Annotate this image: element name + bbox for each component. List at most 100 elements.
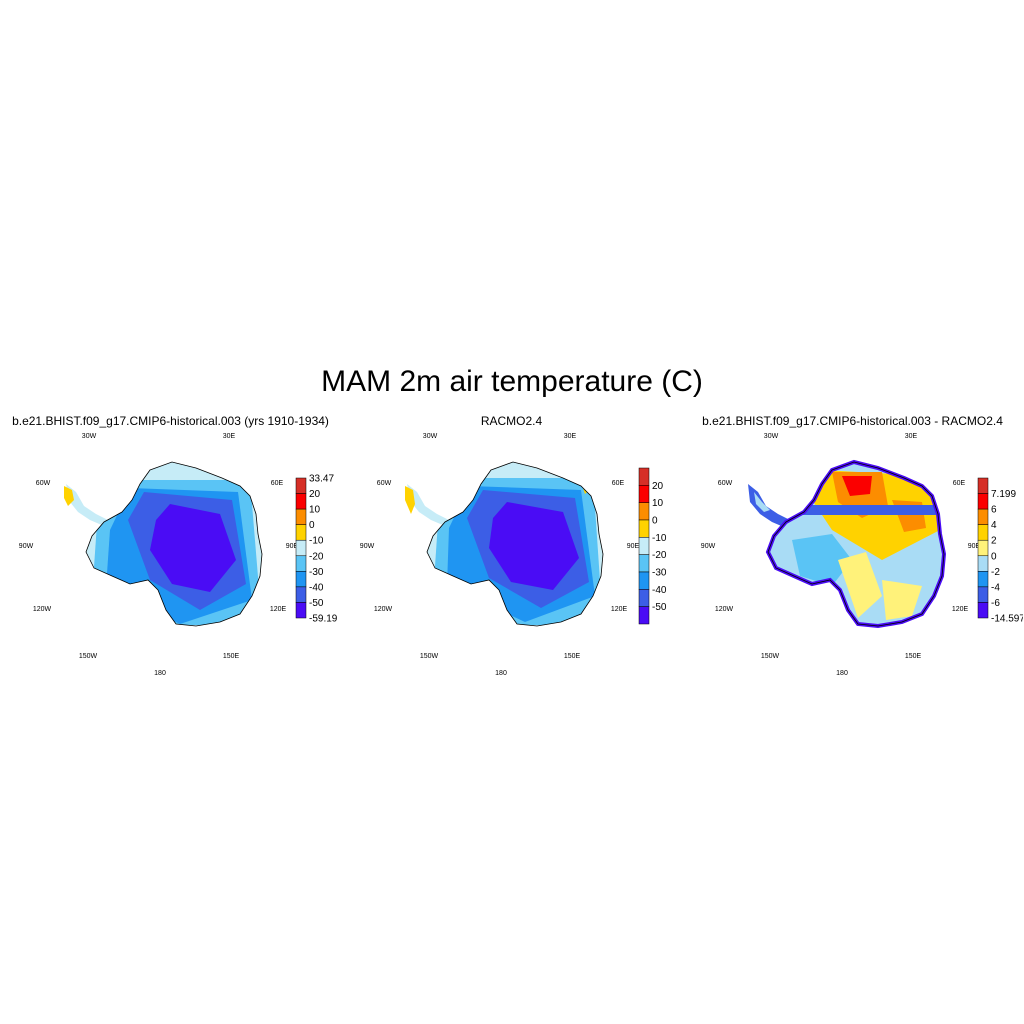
- colorbar-label: 7.199: [991, 489, 1016, 500]
- colorbar-swatch: [295, 602, 307, 619]
- antarctica-map: 30W 30E 60W 60E 90W 90E 120W 120E 150W 1…: [360, 433, 667, 677]
- lon-label: 120W: [715, 606, 734, 613]
- longitude-labels: 30W 30E 60W 60E 90W 90E 120W 120E 150W 1…: [360, 433, 640, 677]
- colorbar-label: -14.597: [991, 614, 1023, 625]
- coastline: [426, 461, 604, 627]
- lon-label: 180: [154, 670, 166, 677]
- antarctica-map: 30W 30E 60W 60E 90W 90E 120W 120E 150W 1…: [701, 433, 1023, 677]
- colorbar-swatch: [295, 586, 307, 603]
- colorbar-swatch: [977, 524, 989, 541]
- lon-label: 120E: [270, 606, 287, 613]
- colorbar: 7.199 6 4 2 0 -2 -4 -6 -14.597: [977, 477, 1023, 625]
- colorbar-swatch: [295, 539, 307, 557]
- lon-label: 120E: [611, 606, 628, 613]
- colorbar-label: 20: [309, 489, 321, 500]
- colorbar-swatch: [638, 502, 650, 521]
- difference-field: [768, 462, 944, 626]
- lon-label: 120E: [952, 606, 969, 613]
- colorbar-swatch: [638, 606, 650, 625]
- colorbar-label: 33.47: [309, 474, 334, 485]
- lon-label: 60W: [36, 480, 51, 487]
- lon-label: 150W: [761, 653, 780, 660]
- lon-label: 30E: [564, 433, 577, 440]
- colorbar-swatch: [295, 555, 307, 572]
- temperature-field: [86, 462, 262, 626]
- lon-label: 60W: [377, 480, 392, 487]
- colorbar-swatch: [638, 589, 650, 607]
- lon-label: 90W: [701, 543, 716, 550]
- colorbar-swatch: [977, 586, 989, 603]
- lon-label: 90E: [627, 543, 640, 550]
- colorbar-label: 0: [991, 551, 997, 562]
- colorbar-label: -4: [991, 582, 1000, 593]
- colorbar-swatch: [295, 508, 307, 525]
- colorbar-swatch: [295, 571, 307, 588]
- lon-label: 150E: [905, 653, 922, 660]
- colorbar-label: -6: [991, 598, 1000, 609]
- colorbar-label: -10: [652, 533, 667, 544]
- colorbar-swatch: [638, 537, 650, 555]
- colorbar-label: -50: [652, 602, 667, 613]
- panel-title: RACMO2.4: [480, 414, 543, 428]
- colorbar-label: 4: [991, 520, 997, 531]
- colorbar-swatch: [977, 493, 989, 510]
- figure-title: MAM 2m air temperature (C): [321, 365, 703, 398]
- lon-label: 30W: [764, 433, 779, 440]
- lon-label: 30W: [82, 433, 97, 440]
- colorbar-label: -20: [652, 550, 667, 561]
- panel-title: b.e21.BHIST.f09_g17.CMIP6-historical.003…: [12, 414, 329, 428]
- lon-label: 150W: [420, 653, 439, 660]
- colorbar-label: 10: [309, 505, 321, 516]
- lon-label: 150W: [79, 653, 98, 660]
- colorbar-swatch: [977, 555, 989, 572]
- lon-label: 90E: [968, 543, 981, 550]
- lon-label: 150E: [223, 653, 240, 660]
- lon-label: 60E: [271, 480, 284, 487]
- lon-label: 60E: [612, 480, 625, 487]
- colorbar: 20 10 0 -10 -20 -30 -40 -50: [638, 467, 667, 625]
- lon-label: 180: [495, 670, 507, 677]
- lon-label: 180: [836, 670, 848, 677]
- colorbar-label: -20: [309, 551, 324, 562]
- colorbar-label: 2: [991, 536, 997, 547]
- colorbar-swatch: [638, 571, 650, 590]
- colorbar-swatch: [977, 539, 989, 557]
- colorbar-swatch: [638, 485, 650, 503]
- colorbar-label: -59.19: [309, 614, 338, 625]
- colorbar-swatch: [977, 477, 989, 494]
- colorbar-label: 20: [652, 481, 664, 492]
- lon-label: 90W: [19, 543, 34, 550]
- map-panel-difference: b.e21.BHIST.f09_g17.CMIP6-historical.003…: [682, 410, 1023, 690]
- map-panel-model: b.e21.BHIST.f09_g17.CMIP6-historical.003…: [0, 410, 341, 690]
- colorbar-label: 6: [991, 505, 997, 516]
- colorbar-label: 10: [652, 498, 664, 509]
- lon-label: 90E: [286, 543, 299, 550]
- colorbar-label: 0: [309, 520, 315, 531]
- colorbar-label: -2: [991, 567, 1000, 578]
- colorbar-swatch: [977, 508, 989, 525]
- coastline: [767, 461, 945, 627]
- colorbar-label: -30: [652, 568, 667, 579]
- antarctica-map: 30W 30E 60W 60E 90W 90E 120W 120E 150W 1…: [19, 433, 338, 677]
- colorbar-swatch: [638, 554, 650, 573]
- colorbar-label: -50: [309, 598, 324, 609]
- coastline: [85, 461, 263, 627]
- colorbar-swatch: [295, 477, 307, 494]
- colorbar-swatch: [977, 602, 989, 619]
- lon-label: 60W: [718, 480, 733, 487]
- panel-title: b.e21.BHIST.f09_g17.CMIP6-historical.003…: [702, 414, 1003, 428]
- colorbar: 33.47 20 10 0 -10 -20 -30 -40 -50 -59.19: [295, 474, 338, 625]
- lon-label: 120W: [374, 606, 393, 613]
- longitude-labels: 30W 30E 60W 60E 90W 90E 120W 120E 150W 1…: [19, 433, 299, 677]
- colorbar-label: -10: [309, 536, 324, 547]
- lon-label: 30W: [423, 433, 438, 440]
- map-panel-racmo: RACMO2.4 30W 30E 60W 60E 90W 90E 120: [341, 410, 682, 690]
- colorbar-swatch: [638, 519, 650, 538]
- lon-label: 90W: [360, 543, 375, 550]
- colorbar-swatch: [977, 571, 989, 588]
- colorbar-label: -40: [652, 585, 667, 596]
- colorbar-swatch: [638, 467, 650, 486]
- colorbar-label: -30: [309, 567, 324, 578]
- lon-label: 120W: [33, 606, 52, 613]
- temperature-field: [427, 462, 603, 626]
